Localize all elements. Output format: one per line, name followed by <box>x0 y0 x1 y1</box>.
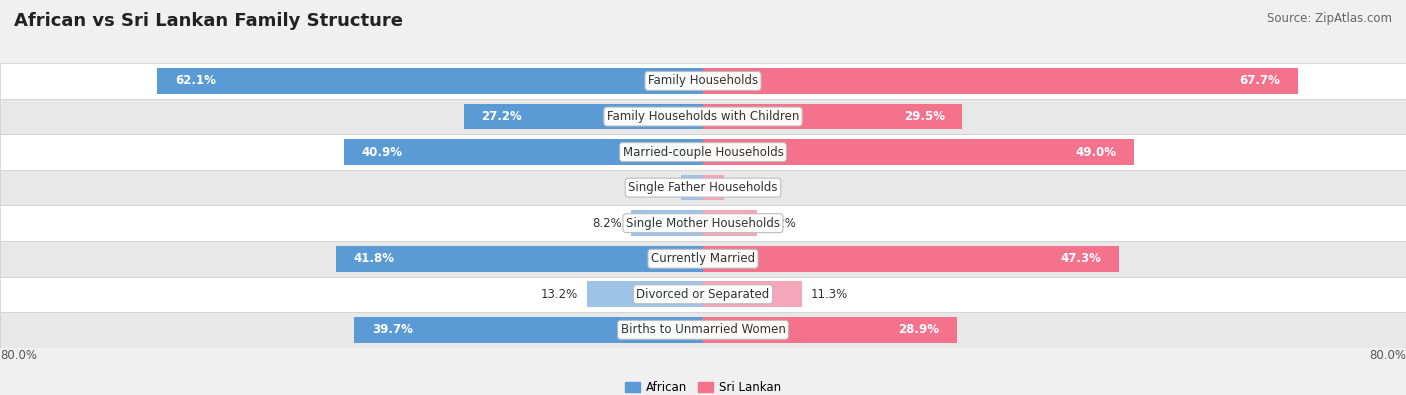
Text: Source: ZipAtlas.com: Source: ZipAtlas.com <box>1267 12 1392 25</box>
Text: 6.2%: 6.2% <box>766 217 796 229</box>
Text: 80.0%: 80.0% <box>0 350 37 362</box>
Text: 29.5%: 29.5% <box>904 110 945 123</box>
Text: 80.0%: 80.0% <box>1369 350 1406 362</box>
Text: Married-couple Households: Married-couple Households <box>623 146 783 158</box>
Text: 39.7%: 39.7% <box>371 324 412 336</box>
Bar <box>703 211 758 236</box>
Bar <box>703 317 957 342</box>
Bar <box>588 282 703 307</box>
Text: Family Households with Children: Family Households with Children <box>607 110 799 123</box>
Text: 47.3%: 47.3% <box>1060 252 1101 265</box>
Bar <box>703 104 962 129</box>
Bar <box>703 68 1298 94</box>
Text: Divorced or Separated: Divorced or Separated <box>637 288 769 301</box>
Bar <box>703 175 724 200</box>
FancyBboxPatch shape <box>0 205 1406 241</box>
Text: 40.9%: 40.9% <box>361 146 402 158</box>
Text: African vs Sri Lankan Family Structure: African vs Sri Lankan Family Structure <box>14 12 404 30</box>
Bar <box>681 175 703 200</box>
Text: Family Households: Family Households <box>648 75 758 87</box>
FancyBboxPatch shape <box>0 276 1406 312</box>
FancyBboxPatch shape <box>0 134 1406 170</box>
Text: 41.8%: 41.8% <box>353 252 394 265</box>
Bar <box>464 104 703 129</box>
Bar <box>631 211 703 236</box>
FancyBboxPatch shape <box>0 312 1406 348</box>
Text: 62.1%: 62.1% <box>174 75 215 87</box>
Bar <box>157 68 703 94</box>
Text: 28.9%: 28.9% <box>898 324 939 336</box>
Text: Currently Married: Currently Married <box>651 252 755 265</box>
FancyBboxPatch shape <box>0 241 1406 276</box>
Bar <box>343 139 703 165</box>
Text: 11.3%: 11.3% <box>811 288 848 301</box>
Legend: African, Sri Lankan: African, Sri Lankan <box>620 376 786 395</box>
Bar <box>703 246 1119 271</box>
FancyBboxPatch shape <box>0 170 1406 205</box>
Bar <box>354 317 703 342</box>
Bar <box>336 246 703 271</box>
Text: 49.0%: 49.0% <box>1076 146 1116 158</box>
Text: Single Father Households: Single Father Households <box>628 181 778 194</box>
FancyBboxPatch shape <box>0 63 1406 99</box>
Text: Single Mother Households: Single Mother Households <box>626 217 780 229</box>
Text: 2.4%: 2.4% <box>733 181 762 194</box>
Text: 27.2%: 27.2% <box>481 110 522 123</box>
Text: 13.2%: 13.2% <box>541 288 578 301</box>
Bar <box>703 282 803 307</box>
Text: 8.2%: 8.2% <box>592 217 621 229</box>
Text: 2.5%: 2.5% <box>643 181 672 194</box>
Text: Births to Unmarried Women: Births to Unmarried Women <box>620 324 786 336</box>
FancyBboxPatch shape <box>0 99 1406 134</box>
Text: 67.7%: 67.7% <box>1240 75 1281 87</box>
Bar <box>703 139 1133 165</box>
